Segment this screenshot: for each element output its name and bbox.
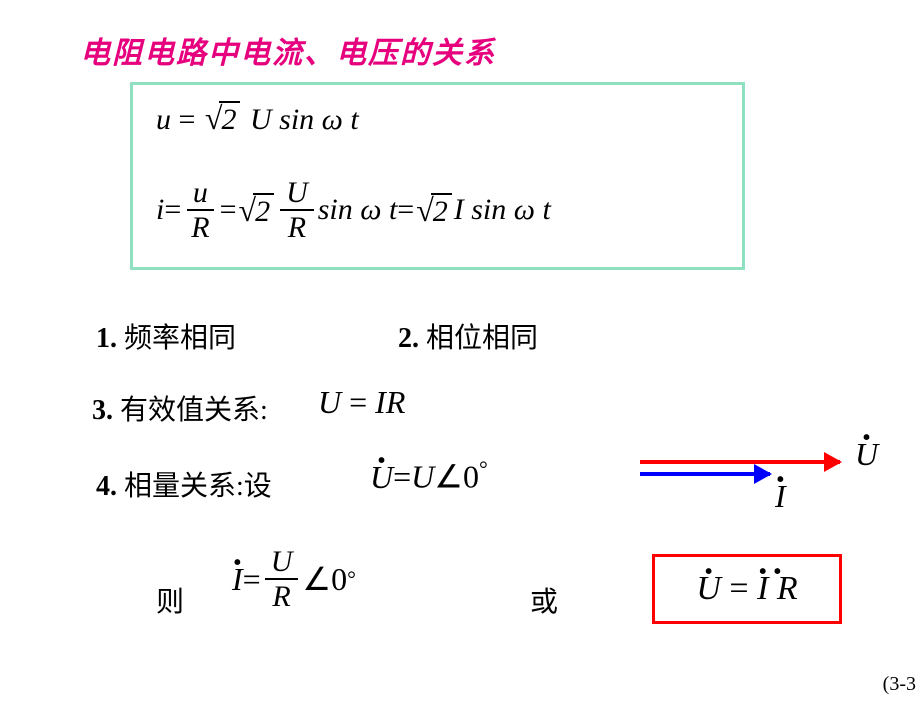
equation-u: u = 2 U sin ω t	[156, 100, 359, 137]
item-2: 2. 相位相同	[398, 316, 538, 356]
equation-phasor-u: U=U∠0°	[370, 456, 488, 496]
item-4: 4. 相量关系:设	[96, 464, 272, 504]
phasor-label-i: I	[775, 478, 786, 515]
equation-rms: U = IR	[318, 384, 405, 421]
phasor-label-u: U	[855, 436, 878, 473]
arrow-i-blue	[640, 472, 770, 476]
arrow-u-red	[640, 460, 840, 464]
equation-phasor-i: I = U R ∠0 °	[232, 545, 356, 613]
slide-title: 电阻电路中电流、电压的关系	[80, 28, 496, 72]
equation-box-result: U = I R	[652, 554, 842, 624]
or-label: 或	[530, 580, 558, 620]
equation-phasor-ohm: U = I R	[696, 570, 797, 608]
item-3: 3. 有效值关系:	[92, 388, 268, 428]
page-number: (3-3	[883, 673, 916, 696]
item-1: 1. 频率相同	[96, 316, 236, 356]
equation-i: i = u R = 2 U R sin ω t = 2 I sin ω t	[156, 176, 551, 244]
then-label: 则	[156, 580, 184, 620]
